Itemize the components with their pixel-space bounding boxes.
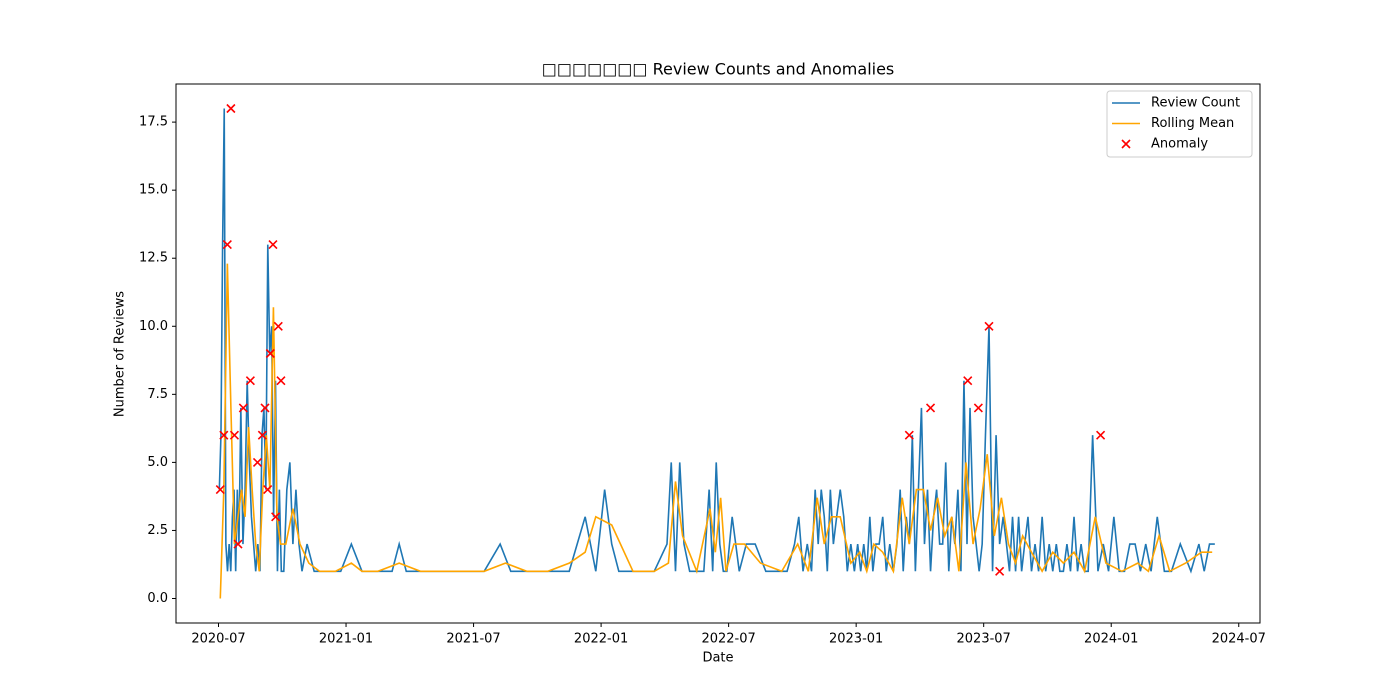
plot-frame [175, 83, 1261, 624]
anomaly-marker [233, 539, 243, 549]
anomaly-marker [265, 348, 275, 359]
x-tick-label: 2024-01 [1084, 632, 1138, 647]
chart-title: □□□□□□□ Review Counts and Anomalies [542, 60, 895, 79]
anomaly-marker [260, 403, 270, 413]
anomaly-marker [229, 430, 240, 440]
y-tick-label: 17.5 [139, 115, 168, 130]
legend-marker [1121, 139, 1131, 149]
x-axis-label: Date [702, 651, 733, 666]
x-tick-label: 2023-07 [957, 632, 1011, 647]
y-tick-label: 7.5 [147, 387, 168, 402]
anomaly-marker [904, 430, 914, 440]
legend-label: Anomaly [1151, 137, 1208, 152]
anomaly-marker [238, 403, 248, 413]
x-tick-label: 2020-07 [191, 632, 245, 647]
y-tick-label: 12.5 [139, 251, 168, 266]
anomaly-marker [276, 376, 286, 386]
y-tick-label: 2.5 [147, 523, 168, 538]
x-tick-label: 2023-01 [829, 632, 883, 647]
legend-label: Review Count [1151, 96, 1240, 111]
anomaly-marker [219, 430, 229, 440]
anomaly-marker [222, 240, 232, 250]
y-axis-label: Number of Reviews [113, 291, 128, 417]
anomaly-marker [963, 376, 973, 386]
x-tick-label: 2021-07 [446, 632, 500, 647]
legend-label: Rolling Mean [1151, 116, 1234, 131]
x-tick-label: 2022-01 [574, 632, 628, 647]
anomaly-marker [215, 485, 225, 495]
y-tick-label: 5.0 [147, 455, 168, 470]
x-tick-label: 2024-07 [1212, 632, 1266, 647]
anomaly-marker [268, 240, 278, 250]
y-tick-label: 15.0 [139, 183, 168, 198]
anomaly-marker [245, 376, 255, 386]
anomaly-marker [271, 512, 281, 522]
anomaly-marker [1096, 430, 1106, 440]
anomaly-marker [984, 321, 994, 331]
anomaly-marker [252, 457, 263, 467]
anomaly-marker [973, 403, 983, 413]
x-tick-label: 2022-07 [701, 632, 755, 647]
y-tick-label: 10.0 [139, 319, 168, 334]
legend-box [1106, 90, 1253, 158]
anomaly-marker [995, 566, 1005, 576]
anomaly-marker [226, 103, 236, 114]
anomaly-marker [263, 485, 273, 495]
anomaly-marker [257, 430, 267, 440]
y-tick-label: 0.0 [147, 591, 168, 606]
x-tick-label: 2021-01 [319, 632, 373, 647]
line [219, 263, 1213, 599]
anomaly-marker [273, 321, 283, 331]
anomaly-marker [925, 403, 936, 413]
